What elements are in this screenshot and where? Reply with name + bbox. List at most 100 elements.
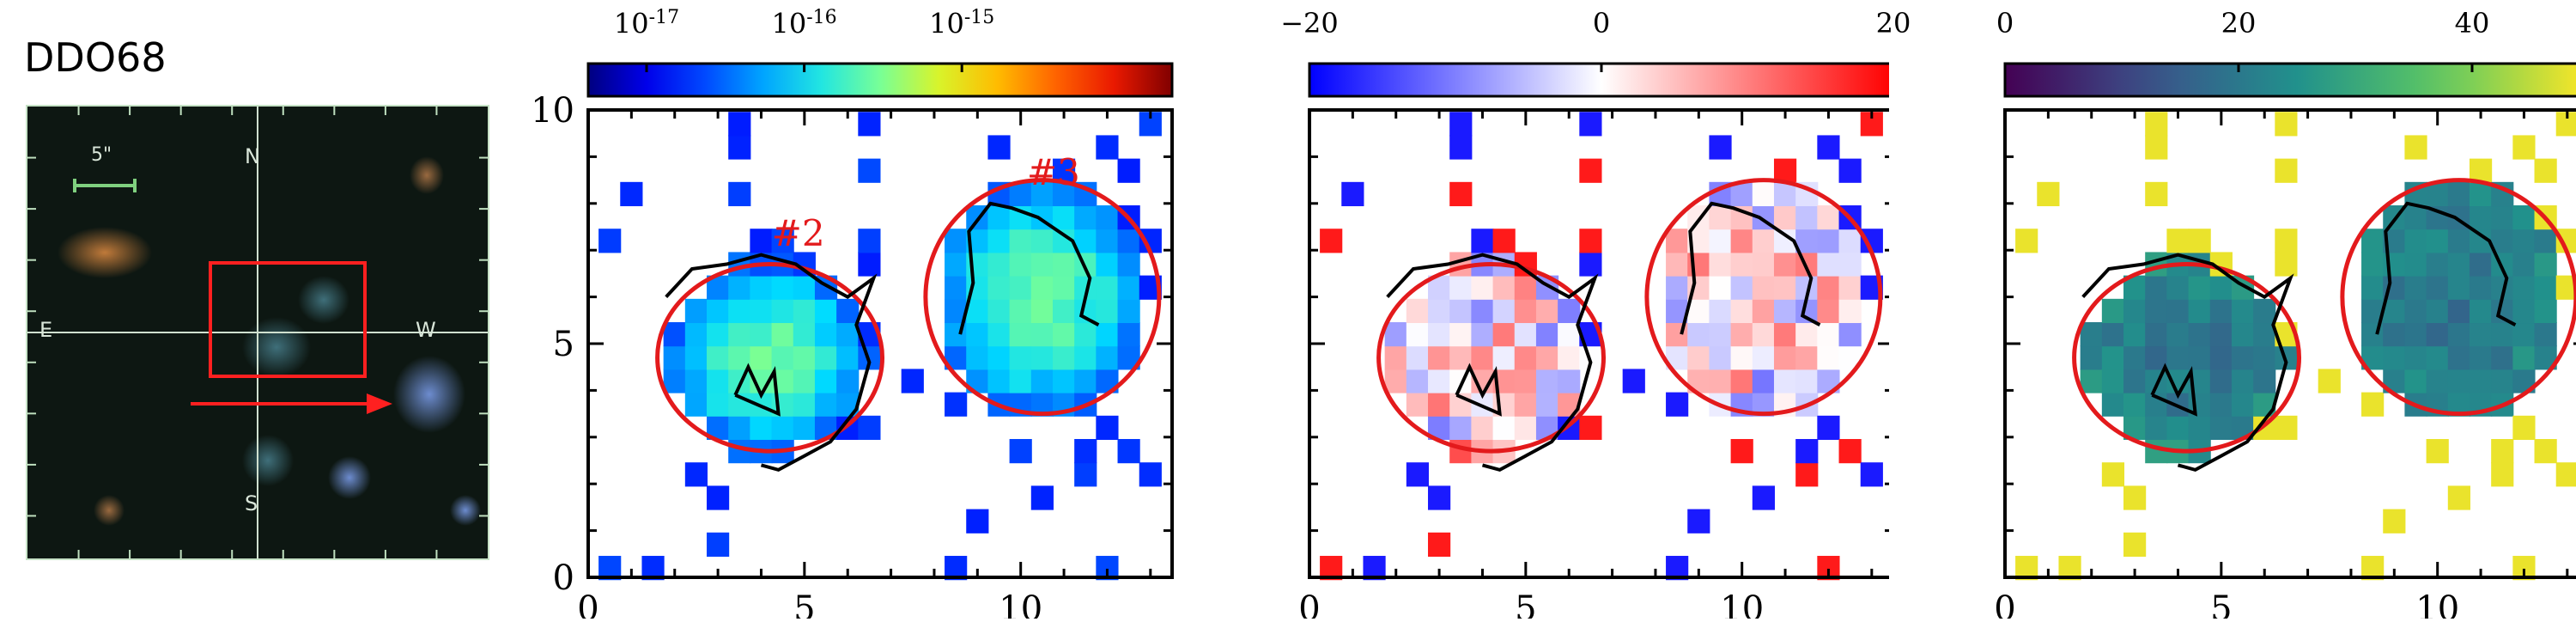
map-pixel: [2318, 369, 2341, 393]
map-pixel: [1074, 439, 1097, 464]
map-pixel: [2188, 275, 2211, 300]
map-pixel: [1449, 275, 1473, 300]
map-pixel: [750, 322, 773, 347]
intensity-contour: [733, 363, 781, 417]
map-pixel: [2512, 345, 2536, 370]
map-pixel: [1817, 322, 1840, 347]
map-pixel: [1030, 322, 1054, 347]
compass-north: N: [245, 144, 260, 168]
map-pixel: [1514, 392, 1537, 417]
map-pixel: [2275, 158, 2298, 183]
map-pixel: [793, 275, 816, 300]
map-pixel: [2469, 275, 2493, 300]
map-pixel: [1030, 298, 1054, 324]
map-pixel: [707, 485, 730, 510]
map-pixel: [2404, 252, 2427, 277]
map-pixel: [2145, 135, 2168, 160]
map-pixel: [1406, 462, 1430, 487]
map-pixel: [2188, 415, 2211, 441]
map-pixel: [2447, 275, 2470, 300]
map-pixel: [836, 298, 860, 324]
colorbar-tick-label: 20: [2221, 7, 2257, 40]
background-source: [410, 156, 444, 194]
region-label: #3: [1027, 151, 1080, 193]
map-pixel: [2491, 345, 2514, 370]
map-pixel: [2145, 298, 2168, 324]
map-pixel: [2534, 252, 2557, 277]
map-pixel: [1730, 322, 1753, 347]
map-pixel: [987, 135, 1011, 160]
map-pixel: [2145, 181, 2168, 207]
map-pixel: [1428, 369, 1451, 393]
map-pixel: [1817, 345, 1840, 370]
map-pixel: [1139, 462, 1162, 487]
intensity-contour: [1455, 363, 1502, 417]
map-pixel: [1730, 229, 1753, 253]
map-pixel: [2512, 415, 2536, 441]
map-pixel: [2145, 322, 2168, 347]
map-pixel: [2426, 345, 2449, 370]
map-pixel: [1428, 392, 1451, 417]
map-pixel: [858, 112, 881, 137]
map-pixel: [1009, 369, 1032, 393]
region-label: #2: [772, 212, 825, 254]
map-pixel: [1449, 322, 1473, 347]
map-pixel: [2361, 275, 2385, 300]
map-pixel: [2253, 298, 2276, 324]
map-pixel: [2404, 135, 2427, 160]
map-pixel: [2166, 275, 2190, 300]
map-pixel: [1384, 345, 1407, 370]
map-pixel: [2426, 439, 2449, 464]
intensity-contour: [1680, 201, 1821, 335]
map-pixel: [1730, 369, 1753, 393]
y-tick-label: 10: [531, 91, 574, 131]
map-pixel: [2361, 392, 2385, 417]
dispersion-panel: 0 20 40 0 5 10: [1889, 0, 2576, 622]
map-pixel: [2404, 229, 2427, 253]
map-pixel: [1492, 322, 1516, 347]
map-pixel: [987, 252, 1011, 277]
map-pixel: [2447, 322, 2470, 347]
map-pixel: [2383, 298, 2406, 324]
map-pixel: [1052, 322, 1076, 347]
x-tick-label: 5: [2210, 589, 2232, 619]
map-pixel: [1514, 415, 1537, 441]
map-pixel: [1052, 345, 1076, 370]
map-pixel: [2015, 229, 2038, 253]
map-pixel: [1009, 345, 1032, 370]
map-pixel: [2383, 345, 2406, 370]
map-pixel: [1009, 181, 1032, 207]
map-pixel: [728, 298, 751, 324]
map-pixel: [1535, 298, 1559, 324]
map-pixel: [2491, 439, 2514, 464]
galaxy-knot: [298, 276, 349, 324]
map-pixel: [2253, 345, 2276, 370]
map-pixel: [1535, 369, 1559, 393]
intensity-contour: [2081, 253, 2294, 473]
map-pixel: [2209, 392, 2233, 417]
map-pixel: [793, 392, 816, 417]
field-of-view-box: [209, 261, 367, 378]
map-pixel: [814, 369, 838, 393]
map-pixel: [1030, 181, 1054, 207]
map-pixel: [728, 415, 751, 441]
map-pixel: [966, 509, 989, 534]
map-pixel: [1009, 439, 1032, 464]
map-pixel: [2275, 415, 2298, 441]
map-pixel: [2209, 369, 2233, 393]
map-pixel: [1709, 298, 1732, 324]
map-pixel: [771, 322, 794, 347]
map-pixel: [2426, 298, 2449, 324]
background-source: [450, 495, 481, 526]
map-pixel: [2512, 298, 2536, 324]
map-pixel: [2491, 205, 2514, 230]
map-pixel: [1406, 322, 1430, 347]
map-pixel: [1666, 275, 1689, 300]
map-pixel: [1838, 322, 1862, 347]
map-pixel: [2123, 298, 2147, 324]
map-pixel: [1773, 181, 1797, 207]
map-pixel: [2166, 345, 2190, 370]
map-pixel: [1030, 229, 1054, 253]
map-pixel: [1009, 322, 1032, 347]
map-pixel: [945, 252, 968, 277]
